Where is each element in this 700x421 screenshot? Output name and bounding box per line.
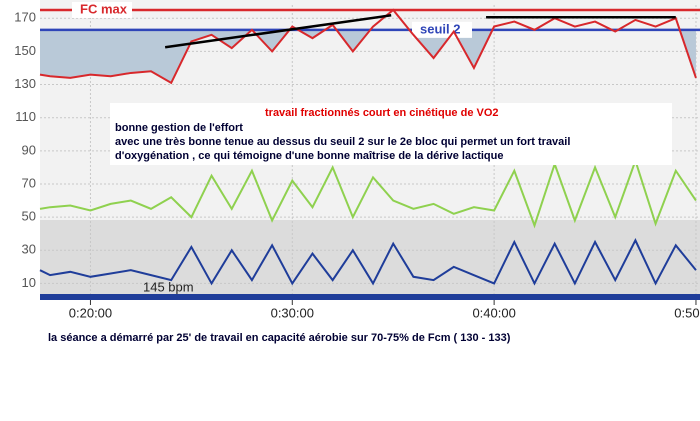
reference-label-bg — [412, 21, 472, 38]
reference-label: seuil 2 — [420, 21, 460, 36]
annotation: travail fractionnés court en cinétique d… — [265, 107, 499, 119]
y-tick-label: 50 — [22, 209, 36, 224]
annotation: la séance a démarré par 25' de travail e… — [48, 332, 511, 344]
y-tick-label: 150 — [14, 43, 36, 58]
baseline-bar — [40, 294, 700, 300]
x-tick-label: 0:50:00 — [674, 305, 700, 320]
y-tick-label: 70 — [22, 175, 36, 190]
below-threshold-area — [40, 29, 696, 83]
series-line — [39, 238, 697, 286]
y-tick-label: 170 — [14, 10, 36, 25]
reference-label-bg — [72, 1, 132, 18]
y-tick-label: 30 — [22, 242, 36, 257]
annotation: bonne gestion de l'effort — [115, 122, 243, 134]
lower-band — [40, 220, 700, 300]
annotation-box — [110, 103, 672, 165]
annotation: avec une très bonne tenue au dessus du s… — [115, 136, 570, 148]
annotation: d'oxygénation , ce qui témoigne d'une bo… — [115, 150, 503, 162]
annotation: 145 bpm — [143, 279, 194, 294]
reference-label: FC max — [80, 1, 128, 16]
y-tick-label: 90 — [22, 142, 36, 157]
x-tick-label: 0:40:00 — [472, 305, 515, 320]
y-tick-label: 110 — [15, 109, 36, 124]
trend-line — [164, 14, 392, 49]
series-line — [39, 8, 697, 85]
x-tick-label: 0:30:00 — [271, 305, 314, 320]
x-tick-label: 0:20:00 — [69, 305, 112, 320]
series-line — [39, 157, 697, 229]
y-tick-label: 10 — [22, 275, 36, 290]
y-tick-label: 130 — [14, 76, 36, 91]
